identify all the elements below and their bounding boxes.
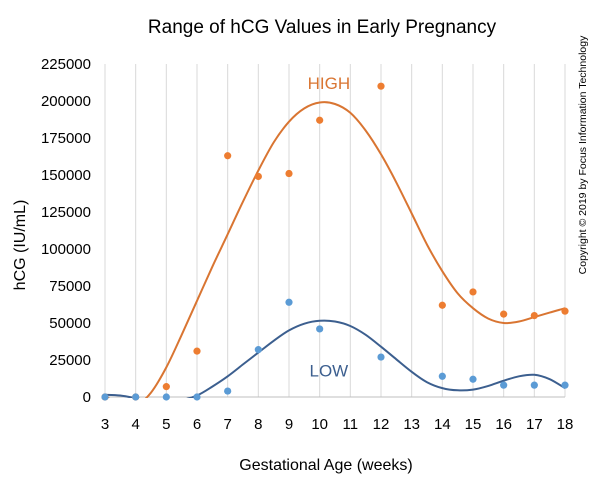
y-tick-label: 25000 — [49, 352, 91, 369]
trendline-layer — [105, 101, 565, 398]
y-tick-label: 0 — [83, 389, 91, 406]
low-trendline — [105, 319, 565, 398]
x-tick-label: 16 — [495, 416, 512, 433]
low-data-point — [561, 381, 569, 389]
y-tick-label: 175000 — [41, 130, 91, 147]
y-axis-label: hCG (IU/mL) — [12, 200, 29, 291]
x-tick-label: 14 — [434, 416, 451, 433]
high-data-point — [162, 383, 170, 391]
x-tick-label: 11 — [343, 416, 359, 433]
x-tick-label: 17 — [526, 416, 543, 433]
low-data-point — [101, 393, 109, 401]
x-tick-label: 10 — [311, 416, 328, 433]
x-tick-label: 12 — [373, 416, 390, 433]
high-trendline — [105, 101, 565, 398]
low-data-point — [530, 381, 538, 389]
high-data-point — [469, 288, 477, 296]
grid-layer — [104, 64, 566, 397]
x-tick-label: 3 — [101, 416, 109, 433]
low-data-point — [377, 353, 385, 361]
low-data-point — [254, 346, 262, 354]
x-tick-label: 13 — [403, 416, 420, 433]
low-data-point — [132, 393, 140, 401]
copyright-note: Copyright © 2019 by Focus Information Te… — [577, 35, 589, 274]
high-data-point — [561, 307, 569, 315]
low-data-point — [193, 393, 201, 401]
low-series-label: LOW — [309, 361, 348, 380]
x-tick-label: 9 — [285, 416, 293, 433]
x-tick-label: 18 — [557, 416, 574, 433]
high-data-point — [500, 310, 508, 318]
point-layer — [101, 82, 569, 401]
low-data-point — [285, 298, 293, 306]
high-data-point — [285, 169, 293, 178]
high-data-point — [193, 347, 201, 355]
x-tick-label: 6 — [193, 416, 201, 433]
high-series-label: HIGH — [308, 74, 351, 93]
y-tick-label: 200000 — [41, 93, 91, 110]
high-data-point — [530, 312, 538, 320]
x-tick-label: 15 — [465, 416, 482, 433]
high-data-point — [254, 172, 262, 181]
chart-title: Range of hCG Values in Early Pregnancy — [148, 17, 497, 38]
low-data-point — [469, 375, 477, 383]
high-data-point — [438, 301, 446, 309]
low-data-point — [162, 393, 170, 401]
y-tick-label: 75000 — [49, 278, 91, 295]
y-tick-label: 150000 — [41, 167, 91, 184]
x-axis-label: Gestational Age (weeks) — [239, 457, 412, 474]
low-data-point — [438, 372, 446, 380]
y-tick-label: 50000 — [49, 315, 91, 332]
x-tick-label: 4 — [131, 416, 139, 433]
high-data-point — [224, 152, 232, 160]
x-tick-label: 7 — [223, 416, 231, 433]
tick-layer: 3 4 5 6 7 8 9 10 11 12 13 14 15 16 17 18 0 25000 50000 7500… — [41, 56, 573, 433]
y-tick-label: 125000 — [41, 204, 91, 221]
series-label-layer: HIGH LOW — [308, 74, 351, 380]
y-tick-label: 225000 — [41, 56, 91, 73]
x-tick-label: 5 — [162, 416, 170, 433]
y-tick-label: 100000 — [41, 241, 91, 258]
low-data-point — [500, 381, 508, 389]
high-data-point — [316, 116, 324, 124]
low-data-point — [224, 387, 232, 395]
high-data-point — [377, 82, 385, 90]
low-data-point — [316, 325, 324, 333]
x-tick-label: 8 — [254, 416, 262, 433]
